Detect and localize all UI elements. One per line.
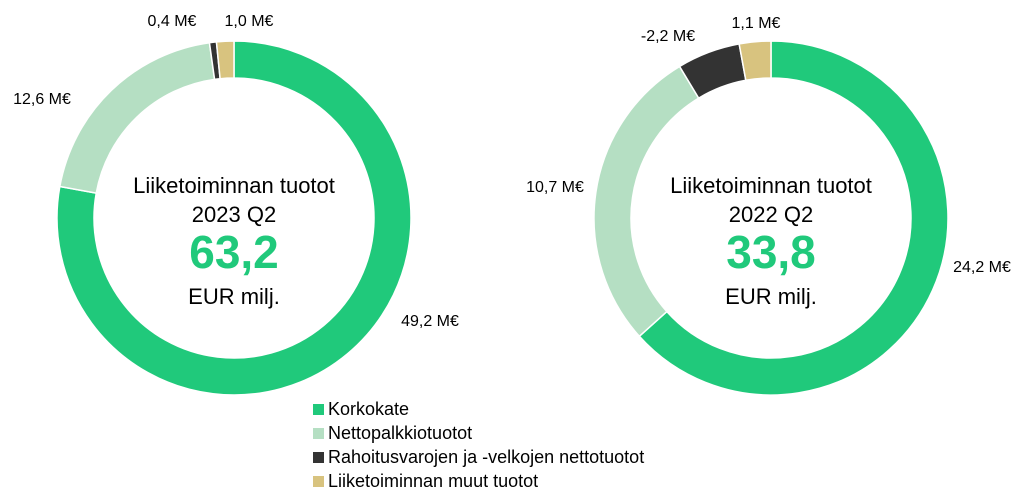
legend-label: Rahoitusvarojen ja -velkojen nettotuotot: [328, 447, 644, 467]
data-label: -2,2 M€: [641, 28, 695, 45]
legend-swatch: [313, 452, 324, 463]
legend-swatch: [313, 428, 324, 439]
center-total: 33,8: [726, 226, 816, 278]
center-unit: EUR milj.: [188, 284, 280, 309]
donut-slice: [738, 40, 772, 82]
center-title: Liiketoiminnan tuotot: [670, 173, 872, 198]
donut-slice: [215, 40, 235, 80]
legend-label: Korkokate: [328, 399, 409, 419]
donut-slice: [593, 65, 700, 338]
center-title: Liiketoiminnan tuotot: [133, 173, 335, 198]
donut-slice: [58, 41, 216, 194]
data-label: 1,1 M€: [732, 15, 781, 32]
legend-swatch: [313, 476, 324, 487]
donut-slice: [56, 40, 412, 396]
data-label: 1,0 M€: [225, 13, 274, 30]
data-label: 49,2 M€: [401, 313, 459, 330]
center-period: 2022 Q2: [729, 202, 813, 227]
legend-label: Nettopalkkiotuotot: [328, 423, 472, 443]
center-unit: EUR milj.: [725, 284, 817, 309]
center-total: 63,2: [189, 226, 279, 278]
legend-label: Liiketoiminnan muut tuotot: [328, 471, 538, 490]
data-label: 24,2 M€: [953, 259, 1011, 276]
center-period: 2023 Q2: [192, 202, 276, 227]
data-label: 12,6 M€: [13, 91, 71, 108]
legend-swatch: [313, 404, 324, 415]
data-label: 0,4 M€: [148, 13, 197, 30]
donut-slice: [638, 40, 949, 396]
data-label: 10,7 M€: [526, 179, 584, 196]
